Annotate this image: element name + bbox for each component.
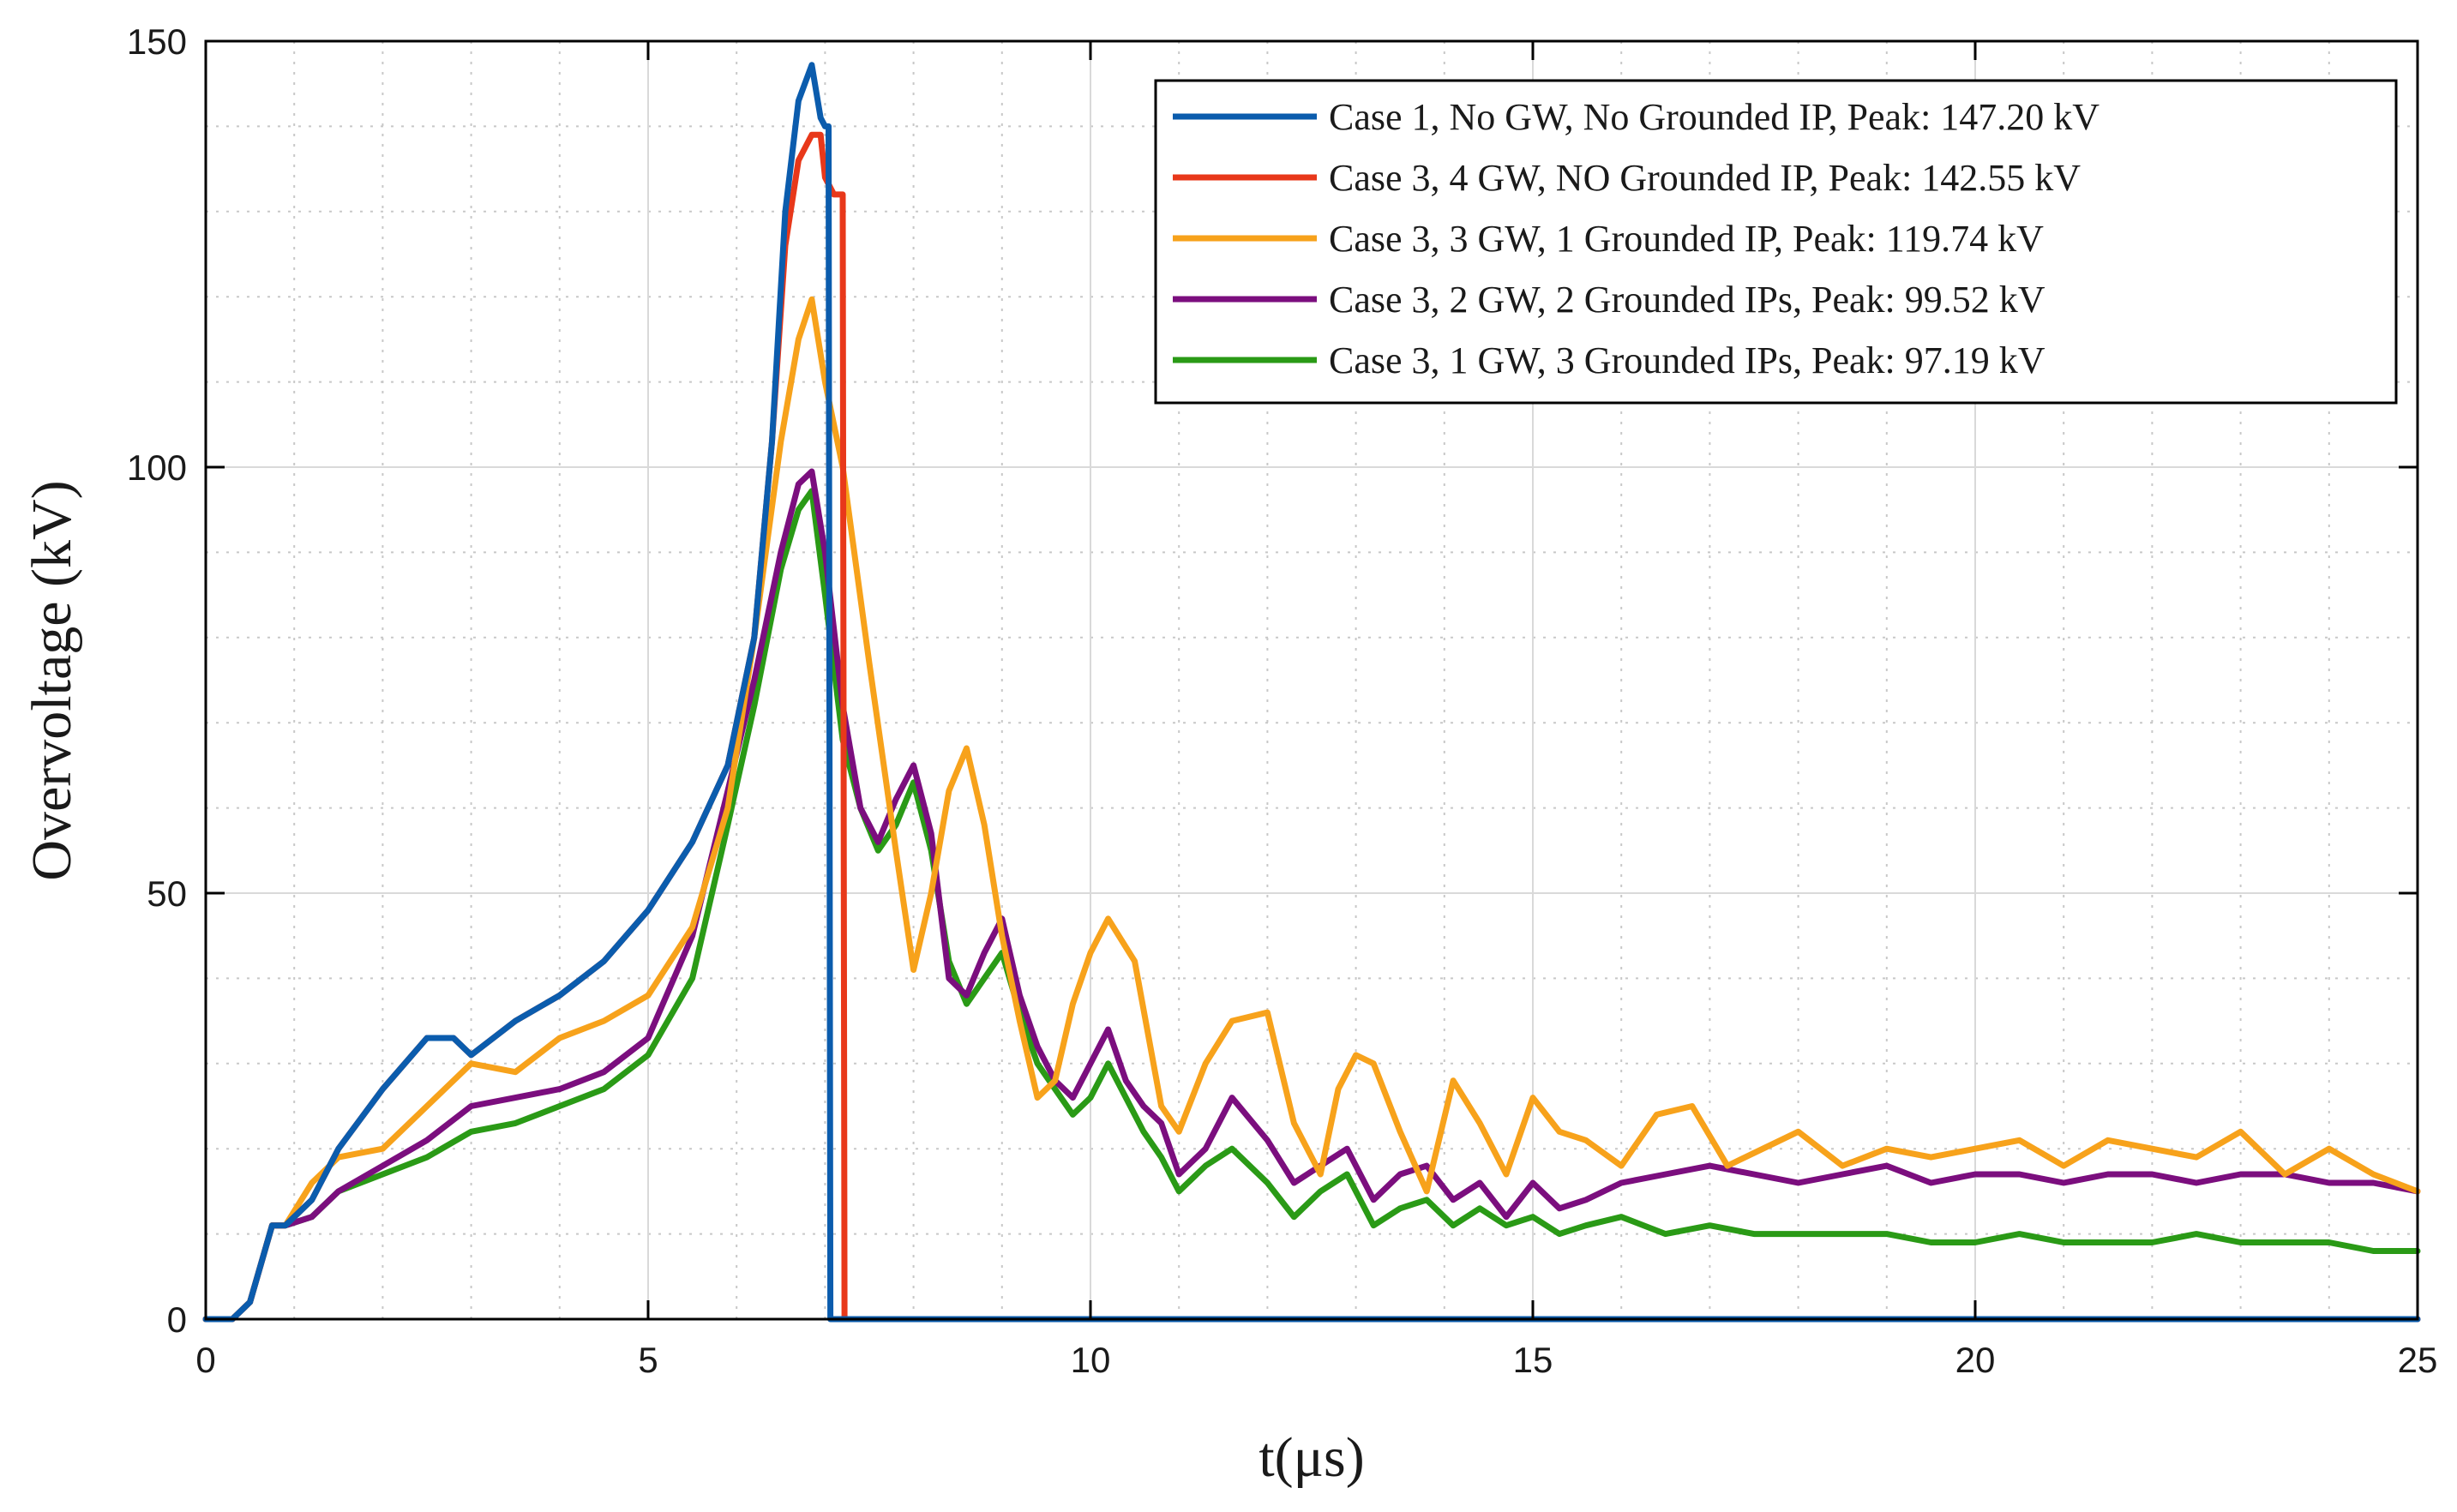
- x-tick-label: 0: [195, 1340, 215, 1380]
- plot-frame: [204, 39, 2419, 1321]
- y-tick-label: 100: [127, 447, 187, 488]
- ticks: 0 5 10 15 20 25 0 50 100 150: [127, 21, 2437, 1380]
- legend-label: Case 3, 1 GW, 3 Grounded IPs, Peak: 97.1…: [1329, 339, 2045, 381]
- y-tick-label: 50: [147, 873, 187, 914]
- series-lines: [202, 62, 2421, 1323]
- series-line-5: [202, 488, 2421, 1323]
- x-tick-label: 10: [1071, 1340, 1111, 1380]
- x-tick-label: 20: [1955, 1340, 1996, 1380]
- legend-label: Case 3, 3 GW, 1 Grounded IP, Peak: 119.7…: [1329, 218, 2044, 260]
- x-tick-label: 5: [638, 1340, 658, 1380]
- legend-label: Case 1, No GW, No Grounded IP, Peak: 147…: [1329, 96, 2100, 138]
- y-tick-label: 150: [127, 21, 187, 62]
- x-axis-label: t(μs): [1259, 1426, 1364, 1489]
- legend-box: [1154, 79, 2398, 405]
- legend: Case 1, No GW, No Grounded IP, Peak: 147…: [1154, 79, 2398, 405]
- series-line-1: [202, 62, 2421, 1323]
- x-tick-label: 25: [2398, 1340, 2438, 1380]
- series-line-4: [202, 468, 2421, 1323]
- y-tick-label: 0: [167, 1299, 187, 1340]
- legend-label: Case 3, 2 GW, 2 Grounded IPs, Peak: 99.5…: [1329, 279, 2045, 321]
- legend-label: Case 3, 4 GW, NO Grounded IP, Peak: 142.…: [1329, 157, 2081, 199]
- series-line-3: [202, 296, 2421, 1323]
- y-axis-label: Overvoltage (kV): [21, 480, 83, 880]
- x-tick-label: 15: [1513, 1340, 1553, 1380]
